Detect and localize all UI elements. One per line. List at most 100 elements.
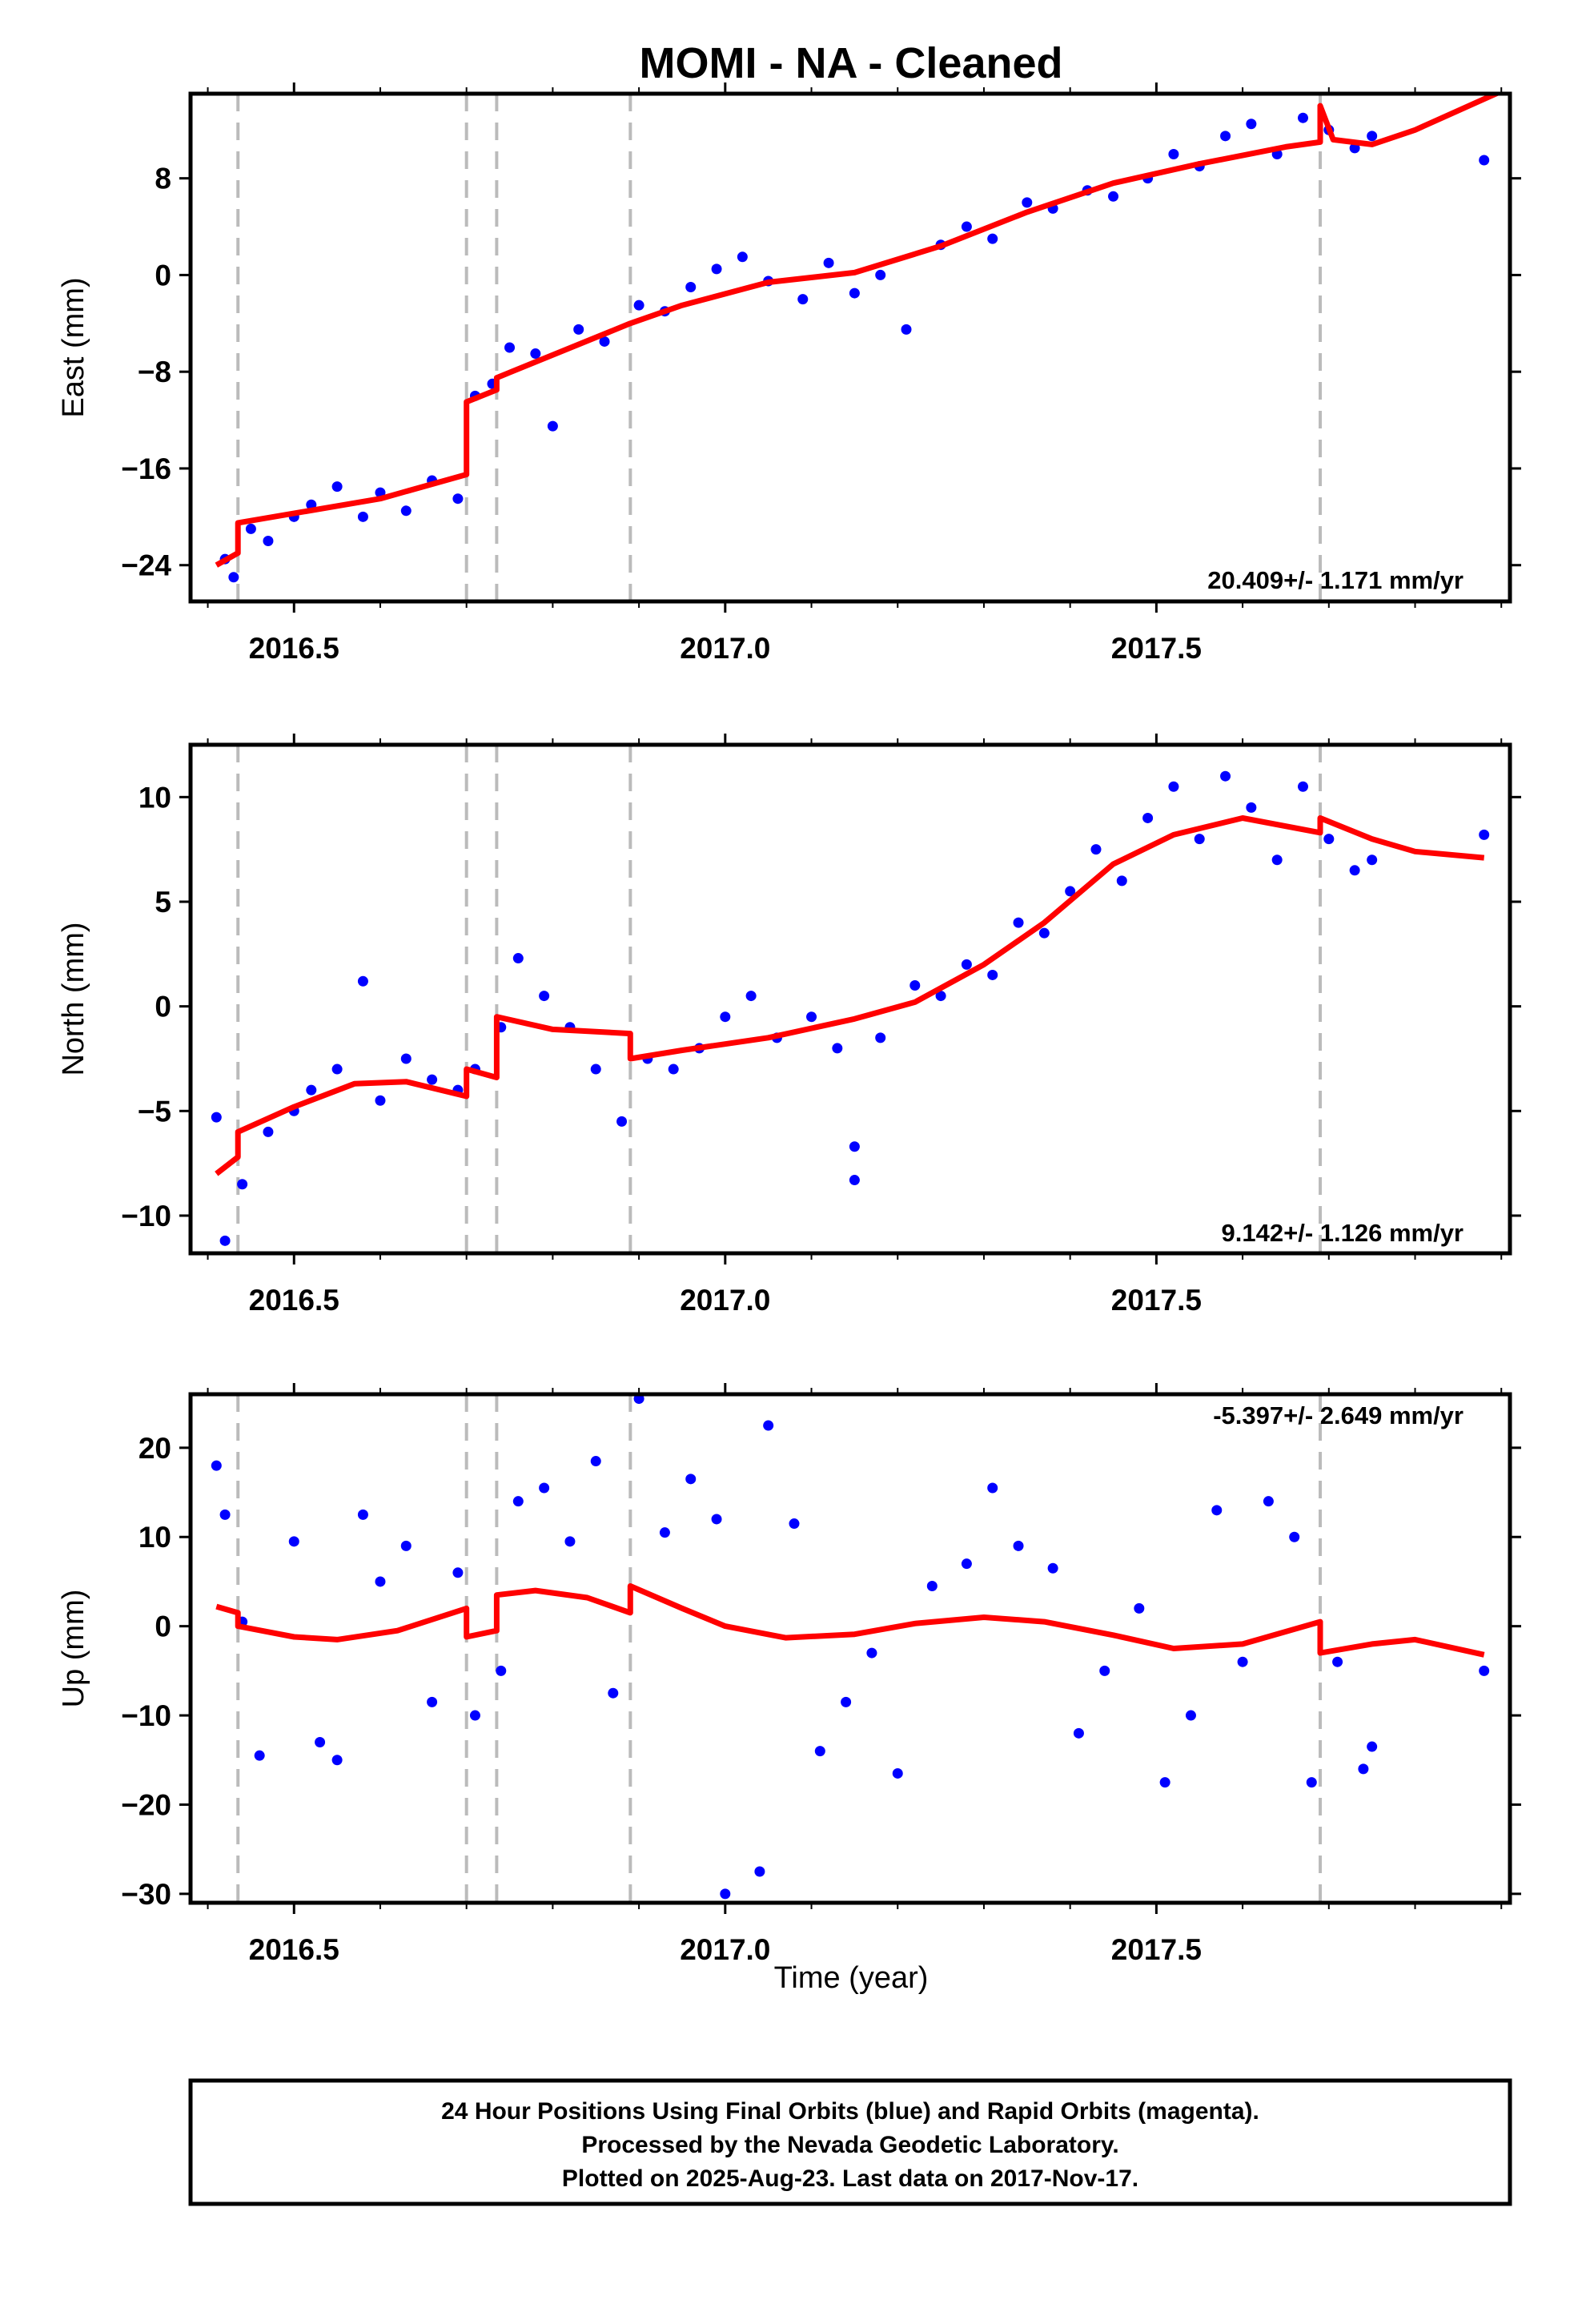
data-point bbox=[901, 324, 912, 335]
data-point bbox=[1065, 886, 1076, 897]
data-point bbox=[219, 1235, 231, 1246]
data-point bbox=[685, 282, 697, 293]
y-tick-label: 20 bbox=[139, 1432, 171, 1465]
data-point bbox=[1116, 875, 1127, 887]
data-point bbox=[245, 523, 256, 534]
x-tick-label: 2016.5 bbox=[249, 1284, 339, 1317]
data-point bbox=[1185, 1710, 1196, 1721]
data-point bbox=[288, 1536, 299, 1547]
data-point bbox=[961, 1558, 972, 1570]
data-point bbox=[935, 991, 946, 1002]
data-point bbox=[1479, 155, 1490, 166]
data-point bbox=[228, 572, 239, 583]
data-point bbox=[1289, 1531, 1300, 1542]
plot-frame bbox=[188, 742, 1512, 1256]
data-point bbox=[961, 221, 972, 232]
data-point bbox=[599, 336, 610, 347]
data-point bbox=[306, 1084, 317, 1096]
data-point bbox=[711, 1514, 722, 1525]
y-tick-label: −10 bbox=[121, 1699, 171, 1732]
data-point bbox=[590, 1063, 601, 1075]
data-point bbox=[564, 1536, 576, 1547]
x-tick-label: 2017.0 bbox=[680, 632, 770, 665]
y-tick-label: 10 bbox=[139, 1521, 171, 1554]
data-point bbox=[1358, 1763, 1369, 1775]
model-line bbox=[215, 94, 1503, 568]
data-point bbox=[539, 1482, 550, 1494]
data-point bbox=[496, 1665, 507, 1676]
panel-1: 2016.5 2017.0 2017.5 −24 −16 −8 0 8 East (mm) 20.… bbox=[57, 82, 1521, 665]
data-point bbox=[685, 1474, 697, 1485]
data-point bbox=[849, 287, 860, 299]
data-point bbox=[849, 1175, 860, 1186]
model-line bbox=[215, 1583, 1485, 1658]
x-tick-label: 2017.5 bbox=[1111, 1284, 1202, 1317]
y-tick-label: −5 bbox=[138, 1095, 171, 1128]
data-point bbox=[1349, 865, 1360, 876]
data-point bbox=[659, 1527, 670, 1538]
data-point bbox=[987, 233, 998, 244]
data-point bbox=[452, 493, 464, 505]
data-point bbox=[1367, 131, 1378, 142]
data-point bbox=[720, 1888, 731, 1900]
x-tick-label: 2017.5 bbox=[1111, 1933, 1202, 1966]
data-point bbox=[1220, 131, 1231, 142]
y-tick-label: 0 bbox=[155, 991, 171, 1023]
data-point bbox=[1297, 781, 1308, 792]
data-point bbox=[512, 953, 524, 964]
rate-label: 9.142+/- 1.126 mm/yr bbox=[1222, 1219, 1464, 1247]
data-point bbox=[875, 269, 886, 280]
data-point bbox=[1297, 112, 1308, 123]
y-tick-label: −24 bbox=[121, 549, 171, 582]
y-tick-label: −10 bbox=[121, 1200, 171, 1232]
data-point bbox=[1246, 802, 1257, 813]
x-tick-label: 2017.0 bbox=[680, 1933, 770, 1966]
data-point bbox=[1038, 927, 1050, 939]
y-tick-label: −30 bbox=[121, 1878, 171, 1911]
data-point bbox=[375, 1576, 386, 1587]
data-point bbox=[875, 1032, 886, 1043]
data-point bbox=[427, 1696, 438, 1707]
data-point bbox=[745, 991, 757, 1002]
x-tick-label: 2016.5 bbox=[249, 632, 339, 665]
data-points bbox=[211, 1394, 1490, 1900]
data-point bbox=[1013, 1540, 1024, 1551]
data-point bbox=[331, 1755, 343, 1766]
data-point bbox=[668, 1063, 679, 1075]
data-point bbox=[1142, 812, 1154, 823]
data-point bbox=[237, 1179, 248, 1190]
footer-box: 24 Hour Positions Using Final Orbits (bl… bbox=[188, 2078, 1512, 2206]
data-point bbox=[797, 294, 809, 305]
data-point bbox=[211, 1112, 222, 1123]
y-axis-label: Up (mm) bbox=[57, 1590, 90, 1708]
data-point bbox=[823, 257, 834, 268]
data-point bbox=[1479, 1665, 1490, 1676]
data-point bbox=[1332, 1656, 1343, 1667]
data-point bbox=[1159, 1777, 1170, 1788]
data-point bbox=[1211, 1505, 1223, 1516]
y-tick-label: −20 bbox=[121, 1788, 171, 1821]
data-point bbox=[1099, 1665, 1110, 1676]
data-point bbox=[452, 1567, 464, 1578]
data-point bbox=[1237, 1656, 1248, 1667]
data-point bbox=[400, 1540, 412, 1551]
y-tick-label: 0 bbox=[155, 1610, 171, 1643]
data-point bbox=[504, 342, 516, 353]
data-point bbox=[539, 991, 550, 1002]
data-point bbox=[633, 300, 644, 311]
y-axis-label: East (mm) bbox=[57, 277, 90, 417]
data-point bbox=[427, 1074, 438, 1085]
data-point bbox=[400, 505, 412, 517]
data-point bbox=[590, 1456, 601, 1467]
data-point bbox=[763, 1420, 774, 1431]
x-axis-label: Time (year) bbox=[774, 1961, 929, 1995]
plot-frame bbox=[188, 1392, 1512, 1905]
data-point bbox=[1013, 917, 1024, 928]
data-point bbox=[1220, 770, 1231, 782]
data-point bbox=[331, 481, 343, 493]
footer-frame bbox=[188, 2078, 1512, 2206]
data-point bbox=[357, 511, 368, 522]
data-point bbox=[469, 1710, 480, 1721]
data-point bbox=[400, 1053, 412, 1064]
data-point bbox=[608, 1687, 619, 1699]
